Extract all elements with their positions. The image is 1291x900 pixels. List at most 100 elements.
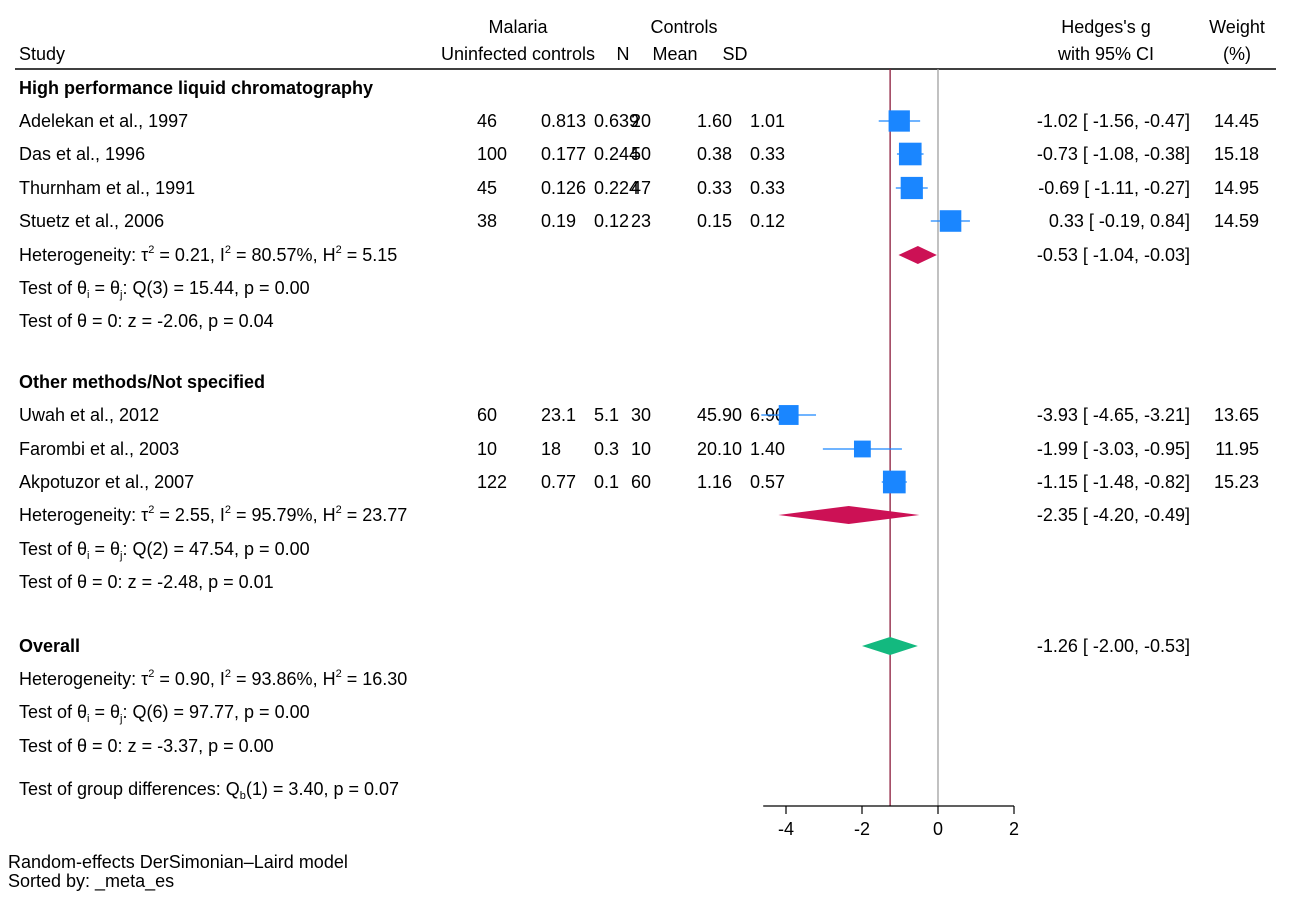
group-title: High performance liquid chromatography	[19, 78, 373, 98]
study-label: Adelekan et al., 1997	[19, 111, 188, 131]
cell-controls-sd: 1.01	[750, 111, 785, 131]
cell-effect-ci: -3.93 [ -4.65, -3.21]	[1037, 405, 1190, 425]
study-label: Farombi et al., 2003	[19, 439, 179, 459]
cell-controls-mean: 20.10	[697, 439, 742, 459]
cell-uninfected: 10	[477, 439, 497, 459]
group-diamond	[778, 506, 920, 524]
study-marker	[853, 440, 871, 458]
cell-weight: 11.95	[1215, 439, 1259, 459]
cell-uninfected: 122	[477, 472, 507, 492]
header-mean: Mean	[652, 44, 697, 64]
cell-weight: 13.65	[1214, 405, 1259, 425]
cell-controls-mean: 0.33	[697, 178, 732, 198]
x-tick-label: -2	[854, 819, 870, 839]
cell-controls-n: 60	[631, 472, 651, 492]
test-q-stat: Test of θi = θj: Q(3) = 15.44, p = 0.00	[19, 278, 310, 301]
header-weight-label: Weight	[1209, 17, 1265, 37]
cell-controls-n: 50	[631, 144, 651, 164]
x-tick-label: 0	[933, 819, 943, 839]
cell-malaria-sd: 0.244	[594, 144, 639, 164]
cell-controls-mean: 0.38	[697, 144, 732, 164]
cell-controls-sd: 0.33	[750, 178, 785, 198]
header-study: Study	[19, 44, 65, 64]
study-marker	[900, 176, 923, 200]
cell-weight: 14.95	[1214, 178, 1259, 198]
cell-effect-ci: -1.02 [ -1.56, -0.47]	[1037, 111, 1190, 131]
header-malaria: Malaria	[488, 17, 548, 37]
cell-controls-n: 30	[631, 405, 651, 425]
cell-malaria-sd: 0.639	[594, 111, 639, 131]
cell-uninfected: 100	[477, 144, 507, 164]
cell-malaria-sd: 0.1	[594, 472, 619, 492]
heterogeneity-stat: Heterogeneity: τ2 = 0.21, I2 = 80.57%, H…	[19, 244, 397, 265]
study-marker	[939, 210, 962, 232]
footnote-model: Random-effects DerSimonian–Laird model	[8, 852, 348, 872]
overall-effect-ci: -1.26 [ -2.00, -0.53]	[1037, 636, 1190, 656]
test-z-stat: Test of θ = 0: z = -2.48, p = 0.01	[19, 572, 274, 592]
cell-malaria-mean: 0.19	[541, 211, 576, 231]
heterogeneity-stat: Heterogeneity: τ2 = 0.90, I2 = 93.86%, H…	[19, 668, 407, 689]
cell-malaria-sd: 0.12	[594, 211, 629, 231]
cell-effect-ci: -0.69 [ -1.11, -0.27]	[1038, 178, 1190, 198]
cell-weight: 14.45	[1214, 111, 1259, 131]
header-uninfected: Uninfected controls	[441, 44, 595, 64]
cell-controls-n: 23	[631, 211, 651, 231]
header-controls: Controls	[650, 17, 717, 37]
cell-weight: 14.59	[1214, 211, 1259, 231]
cell-controls-sd: 0.33	[750, 144, 785, 164]
header-effect-label: Hedges's g	[1061, 17, 1151, 37]
cell-controls-mean: 0.15	[697, 211, 732, 231]
cell-controls-n: 10	[631, 439, 651, 459]
group-diamond	[898, 246, 937, 264]
heterogeneity-stat: Heterogeneity: τ2 = 2.55, I2 = 95.79%, H…	[19, 504, 407, 525]
cell-malaria-mean: 23.1	[541, 405, 576, 425]
cell-uninfected: 38	[477, 211, 497, 231]
cell-weight: 15.23	[1214, 472, 1259, 492]
study-label: Thurnham et al., 1991	[19, 178, 195, 198]
test-z-stat: Test of θ = 0: z = -3.37, p = 0.00	[19, 736, 274, 756]
header-n: N	[617, 44, 630, 64]
study-label: Das et al., 1996	[19, 144, 145, 164]
study-label: Akpotuzor et al., 2007	[19, 472, 194, 492]
header-weight-unit: (%)	[1223, 44, 1251, 64]
study-marker	[778, 405, 799, 425]
footnote-sorted: Sorted by: _meta_es	[8, 871, 175, 891]
cell-malaria-mean: 0.177	[541, 144, 586, 164]
cell-controls-mean: 1.60	[697, 111, 732, 131]
cell-malaria-mean: 0.813	[541, 111, 586, 131]
test-q-stat: Test of θi = θj: Q(6) = 97.77, p = 0.00	[19, 702, 310, 725]
group-difference-stat: Test of group differences: Qb(1) = 3.40,…	[19, 779, 399, 802]
cell-controls-n: 20	[631, 111, 651, 131]
cell-controls-n: 47	[631, 178, 651, 198]
x-tick-label: 2	[1009, 819, 1019, 839]
cell-effect-ci: 0.33 [ -0.19, 0.84]	[1049, 211, 1190, 231]
cell-effect-ci: -0.73 [ -1.08, -0.38]	[1037, 144, 1190, 164]
cell-controls-sd: 1.40	[750, 439, 785, 459]
cell-uninfected: 46	[477, 111, 497, 131]
study-label: Uwah et al., 2012	[19, 405, 159, 425]
study-label: Stuetz et al., 2006	[19, 211, 164, 231]
header-ci-label: with 95% CI	[1057, 44, 1154, 64]
cell-malaria-mean: 0.126	[541, 178, 586, 198]
cell-malaria-sd: 0.224	[594, 178, 639, 198]
study-marker	[882, 470, 906, 494]
test-q-stat: Test of θi = θj: Q(2) = 47.54, p = 0.00	[19, 539, 310, 562]
cell-uninfected: 60	[477, 405, 497, 425]
cell-controls-mean: 45.90	[697, 405, 742, 425]
test-z-stat: Test of θ = 0: z = -2.06, p = 0.04	[19, 311, 274, 331]
cell-malaria-sd: 5.1	[594, 405, 619, 425]
cell-malaria-mean: 18	[541, 439, 561, 459]
cell-effect-ci: -1.15 [ -1.48, -0.82]	[1037, 472, 1190, 492]
cell-malaria-mean: 0.77	[541, 472, 576, 492]
group-title: Other methods/Not specified	[19, 372, 265, 392]
cell-controls-sd: 0.57	[750, 472, 785, 492]
header-sd: SD	[722, 44, 747, 64]
cell-controls-sd: 0.12	[750, 211, 785, 231]
overall-diamond	[862, 637, 918, 655]
cell-malaria-sd: 0.3	[594, 439, 619, 459]
cell-controls-mean: 1.16	[697, 472, 732, 492]
cell-effect-ci: -1.99 [ -3.03, -0.95]	[1037, 439, 1190, 459]
study-marker	[888, 110, 910, 132]
x-tick-label: -4	[778, 819, 794, 839]
